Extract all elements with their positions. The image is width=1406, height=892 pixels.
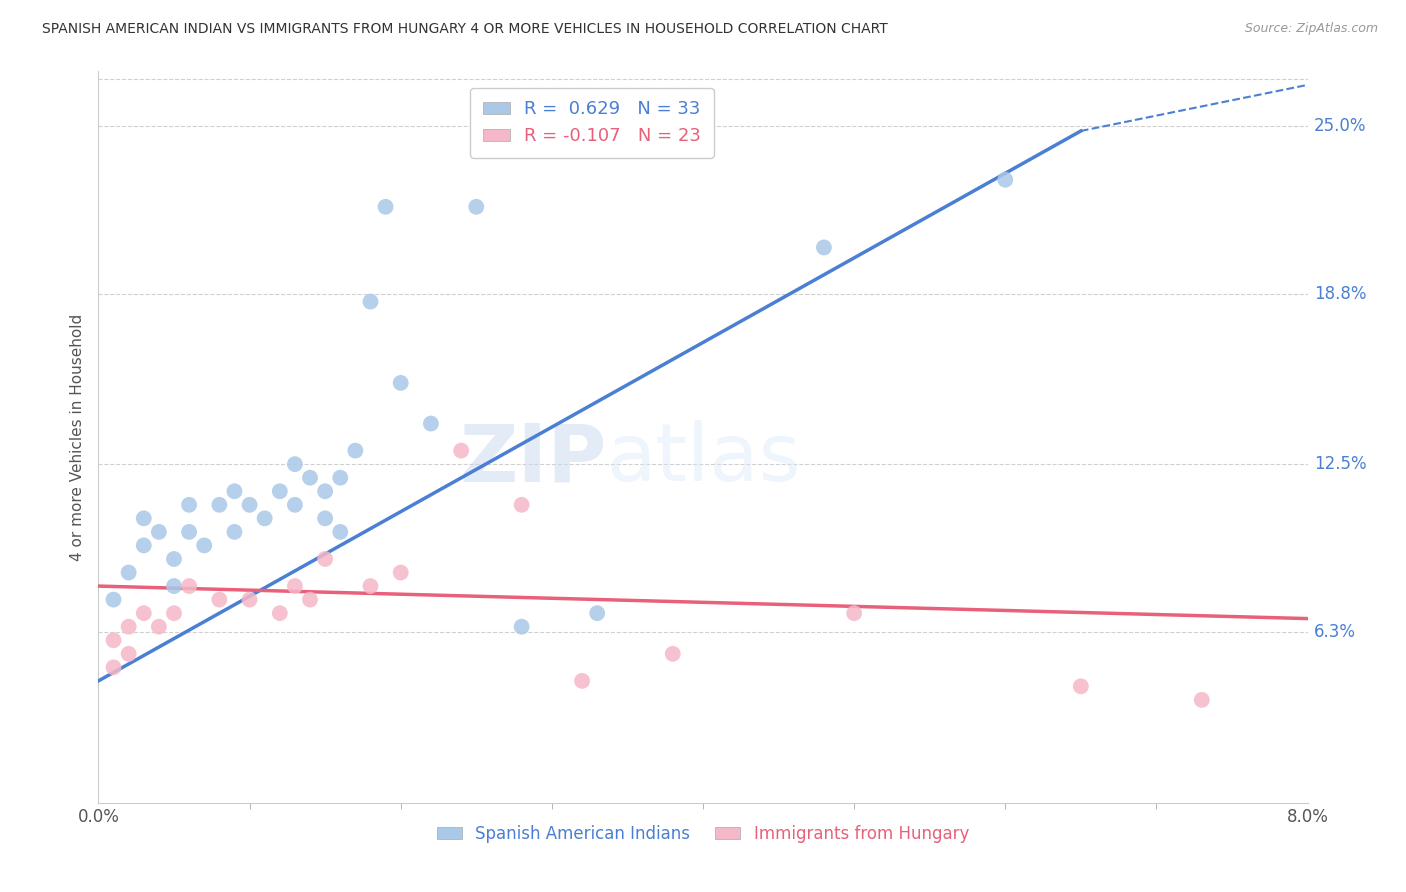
Point	[299, 592, 322, 607]
Point	[284, 457, 307, 471]
Point	[103, 660, 125, 674]
Point	[389, 376, 412, 390]
Point	[465, 200, 488, 214]
Point	[208, 498, 231, 512]
Point	[586, 606, 609, 620]
Point	[132, 606, 155, 620]
Point	[360, 294, 382, 309]
Point	[103, 592, 125, 607]
Point	[179, 579, 201, 593]
Point	[299, 471, 322, 485]
Text: Source: ZipAtlas.com: Source: ZipAtlas.com	[1244, 22, 1378, 36]
Point	[103, 633, 125, 648]
Point	[163, 579, 186, 593]
Point	[329, 524, 352, 539]
Legend: Spanish American Indians, Immigrants from Hungary: Spanish American Indians, Immigrants fro…	[430, 818, 976, 849]
Point	[314, 511, 336, 525]
Point	[148, 524, 170, 539]
Text: 6.3%: 6.3%	[1313, 624, 1355, 641]
Text: atlas: atlas	[606, 420, 800, 498]
Point	[253, 511, 276, 525]
Point	[344, 443, 367, 458]
Point	[571, 673, 593, 688]
Text: 18.8%: 18.8%	[1313, 285, 1367, 302]
Point	[269, 606, 291, 620]
Point	[284, 498, 307, 512]
Point	[450, 443, 472, 458]
Point	[389, 566, 412, 580]
Point	[994, 172, 1017, 186]
Point	[269, 484, 291, 499]
Point	[239, 498, 262, 512]
Point	[193, 538, 215, 552]
Point	[179, 498, 201, 512]
Point	[118, 620, 141, 634]
Text: SPANISH AMERICAN INDIAN VS IMMIGRANTS FROM HUNGARY 4 OR MORE VEHICLES IN HOUSEHO: SPANISH AMERICAN INDIAN VS IMMIGRANTS FR…	[42, 22, 889, 37]
Point	[374, 200, 396, 214]
Text: 12.5%: 12.5%	[1313, 455, 1367, 473]
Point	[118, 647, 141, 661]
Point	[208, 592, 231, 607]
Point	[163, 552, 186, 566]
Point	[1191, 693, 1213, 707]
Y-axis label: 4 or more Vehicles in Household: 4 or more Vehicles in Household	[69, 313, 84, 561]
Point	[179, 524, 201, 539]
Point	[224, 524, 246, 539]
Point	[360, 579, 382, 593]
Point	[118, 566, 141, 580]
Point	[284, 579, 307, 593]
Point	[510, 498, 533, 512]
Point	[420, 417, 443, 431]
Point	[163, 606, 186, 620]
Point	[314, 552, 336, 566]
Point	[329, 471, 352, 485]
Point	[314, 484, 336, 499]
Text: 25.0%: 25.0%	[1313, 117, 1367, 135]
Point	[813, 240, 835, 254]
Point	[844, 606, 866, 620]
Point	[1070, 679, 1092, 693]
Point	[239, 592, 262, 607]
Point	[132, 511, 155, 525]
Point	[132, 538, 155, 552]
Point	[510, 620, 533, 634]
Text: ZIP: ZIP	[458, 420, 606, 498]
Point	[661, 647, 683, 661]
Point	[148, 620, 170, 634]
Point	[224, 484, 246, 499]
